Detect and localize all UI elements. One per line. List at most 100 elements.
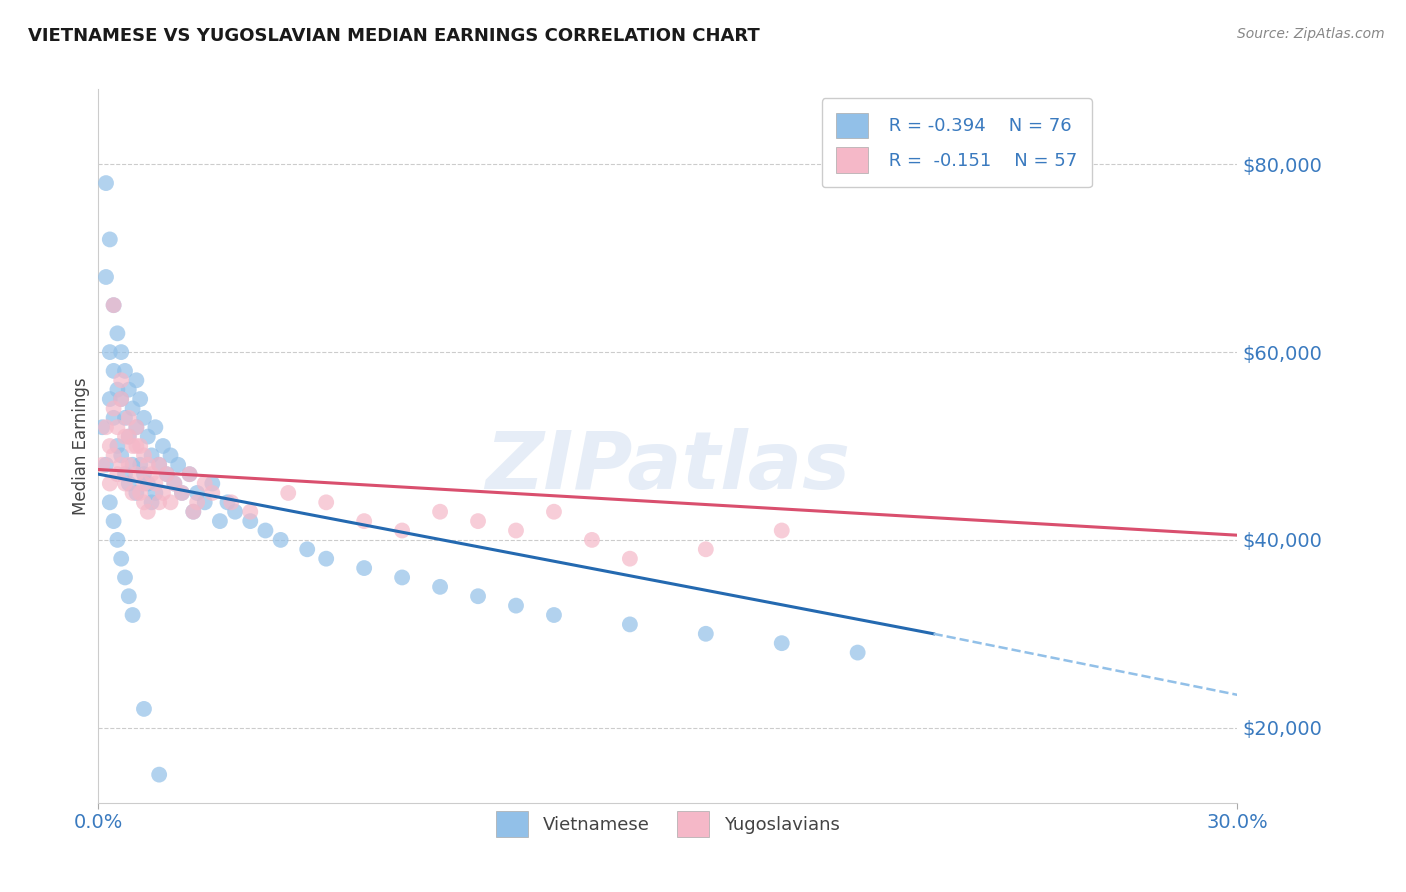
Point xyxy=(148,458,170,472)
Point xyxy=(543,505,565,519)
Point xyxy=(353,514,375,528)
Point xyxy=(118,383,141,397)
Point xyxy=(118,458,141,472)
Point xyxy=(132,495,155,509)
Point xyxy=(159,495,181,509)
Point xyxy=(186,495,208,509)
Point xyxy=(136,505,159,519)
Point xyxy=(277,486,299,500)
Point xyxy=(770,636,793,650)
Point xyxy=(141,449,163,463)
Point xyxy=(183,505,205,519)
Point xyxy=(170,486,193,500)
Point xyxy=(136,458,159,472)
Point xyxy=(846,646,869,660)
Point xyxy=(167,458,190,472)
Point xyxy=(110,449,132,463)
Point xyxy=(179,467,201,482)
Point xyxy=(98,232,121,246)
Point xyxy=(353,561,375,575)
Point xyxy=(208,514,231,528)
Point xyxy=(114,467,136,482)
Point xyxy=(125,420,148,434)
Point xyxy=(132,476,155,491)
Point xyxy=(163,476,186,491)
Point xyxy=(183,505,205,519)
Point xyxy=(94,176,117,190)
Point xyxy=(125,420,148,434)
Point xyxy=(505,599,527,613)
Point xyxy=(156,467,179,482)
Point xyxy=(110,458,132,472)
Point xyxy=(107,420,129,434)
Point xyxy=(114,364,136,378)
Point xyxy=(543,607,565,622)
Point xyxy=(118,410,141,425)
Point xyxy=(121,607,143,622)
Point xyxy=(125,373,148,387)
Point xyxy=(94,458,117,472)
Point xyxy=(217,495,239,509)
Point xyxy=(315,495,337,509)
Point xyxy=(125,439,148,453)
Point xyxy=(129,458,152,472)
Point xyxy=(141,467,163,482)
Point xyxy=(770,524,793,538)
Legend: Vietnamese, Yugoslavians: Vietnamese, Yugoslavians xyxy=(489,804,846,844)
Point xyxy=(224,505,246,519)
Point xyxy=(98,345,121,359)
Point xyxy=(194,495,217,509)
Point xyxy=(429,505,451,519)
Point xyxy=(107,467,129,482)
Point xyxy=(145,486,167,500)
Point xyxy=(156,467,179,482)
Point xyxy=(391,570,413,584)
Point xyxy=(141,495,163,509)
Point xyxy=(91,420,114,434)
Point xyxy=(107,439,129,453)
Point xyxy=(98,495,121,509)
Point xyxy=(619,551,641,566)
Point xyxy=(201,486,224,500)
Point xyxy=(121,439,143,453)
Point xyxy=(103,449,125,463)
Point xyxy=(179,467,201,482)
Point xyxy=(148,495,170,509)
Point xyxy=(121,401,143,416)
Point xyxy=(91,458,114,472)
Point xyxy=(110,373,132,387)
Point xyxy=(94,270,117,285)
Point xyxy=(270,533,292,547)
Point xyxy=(132,467,155,482)
Point xyxy=(118,429,141,443)
Point xyxy=(121,458,143,472)
Point xyxy=(315,551,337,566)
Point xyxy=(619,617,641,632)
Point xyxy=(107,383,129,397)
Point xyxy=(98,476,121,491)
Point xyxy=(107,326,129,341)
Point xyxy=(110,551,132,566)
Point xyxy=(129,486,152,500)
Point xyxy=(581,533,603,547)
Point xyxy=(145,420,167,434)
Point xyxy=(132,410,155,425)
Text: ZIPatlas: ZIPatlas xyxy=(485,428,851,507)
Y-axis label: Median Earnings: Median Earnings xyxy=(72,377,90,515)
Point xyxy=(103,514,125,528)
Text: Source: ZipAtlas.com: Source: ZipAtlas.com xyxy=(1237,27,1385,41)
Point xyxy=(98,439,121,453)
Point xyxy=(159,449,181,463)
Point xyxy=(467,514,489,528)
Point xyxy=(98,392,121,406)
Point xyxy=(239,514,262,528)
Point xyxy=(118,589,141,603)
Point xyxy=(118,429,141,443)
Point xyxy=(114,476,136,491)
Point xyxy=(695,627,717,641)
Point xyxy=(103,364,125,378)
Point xyxy=(239,505,262,519)
Point xyxy=(136,476,159,491)
Point xyxy=(148,767,170,781)
Text: VIETNAMESE VS YUGOSLAVIAN MEDIAN EARNINGS CORRELATION CHART: VIETNAMESE VS YUGOSLAVIAN MEDIAN EARNING… xyxy=(28,27,759,45)
